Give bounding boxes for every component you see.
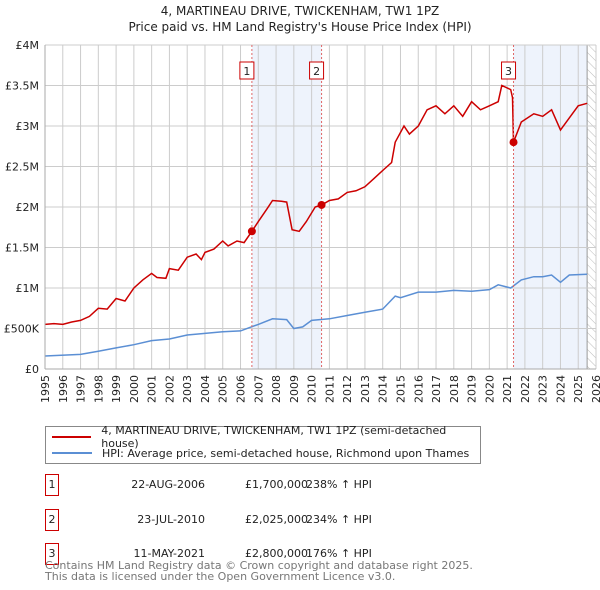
x-tick-label: 2004 [199, 375, 212, 403]
chart-legend: 4, MARTINEAU DRIVE, TWICKENHAM, TW1 1PZ … [45, 424, 481, 464]
sale-label-box [309, 61, 325, 80]
sale-row: 3 11-MAY-2021 £2,800,000 176% ↑ HPI [45, 543, 545, 565]
price-chart: 4, MARTINEAU DRIVE, TWICKENHAM, TW1 1PZ … [4, 4, 600, 403]
y-tick-label: £0 [25, 363, 39, 376]
y-tick-label: £1.5M [5, 242, 39, 255]
legend-item-hpi: HPI: Average price, semi-detached house,… [52, 445, 469, 461]
sale-point [509, 138, 518, 147]
x-tick-label: 2007 [252, 375, 265, 403]
y-tick-label: £1M [16, 282, 40, 295]
x-tick-label: 2016 [412, 375, 425, 403]
x-tick-label: 2025 [572, 375, 585, 403]
legend-label: 4, MARTINEAU DRIVE, TWICKENHAM, TW1 1PZ … [101, 424, 447, 450]
x-tick-label: 1998 [92, 375, 105, 403]
x-tick-label: 2006 [235, 375, 248, 403]
footer-line-1: Contains HM Land Registry data © Crown c… [45, 559, 473, 572]
sale-number: 2 [45, 509, 59, 531]
sale-hpi: 176% ↑ HPI [306, 547, 372, 560]
y-tick-label: £4M [16, 39, 40, 52]
x-tick-label: 2009 [288, 375, 301, 403]
x-tick-label: 1999 [110, 375, 123, 403]
y-tick-label: £2.5M [5, 161, 39, 174]
x-tick-label: 1995 [39, 375, 52, 403]
legend-item-property: 4, MARTINEAU DRIVE, TWICKENHAM, TW1 1PZ … [52, 424, 480, 450]
sale-label: 2 [313, 65, 320, 78]
x-tick-label: 2005 [217, 375, 230, 403]
y-tick-label: £3.5M [5, 80, 39, 93]
sale-number: 3 [45, 543, 59, 565]
sale-hpi: 234% ↑ HPI [306, 513, 372, 526]
legend-line-red [52, 436, 92, 438]
x-tick-label: 2001 [146, 375, 159, 403]
sale-label-box [239, 61, 255, 80]
sale-date: 23-JUL-2010 [137, 513, 205, 526]
sale-date: 22-AUG-2006 [131, 478, 205, 491]
x-tick-label: 2012 [341, 375, 354, 403]
chart-subtitle: Price paid vs. HM Land Registry's House … [128, 20, 471, 34]
x-tick-label: 2002 [163, 375, 176, 403]
hpi-line [44, 273, 588, 357]
x-tick-label: 2024 [554, 375, 567, 403]
sale-point [247, 227, 256, 236]
x-tick-label: 2017 [430, 375, 443, 403]
x-tick-label: 2018 [448, 375, 461, 403]
sale-price: £1,700,000 [245, 478, 308, 491]
footer-line-2: This data is licensed under the Open Gov… [45, 570, 396, 583]
x-tick-label: 2014 [377, 375, 390, 403]
x-tick-label: 2003 [181, 375, 194, 403]
x-tick-label: 2022 [519, 375, 532, 403]
property-price-line [44, 84, 588, 326]
sale-label-box [501, 61, 517, 80]
chart-title: 4, MARTINEAU DRIVE, TWICKENHAM, TW1 1PZ [161, 4, 440, 18]
x-tick-label: 2008 [270, 375, 283, 403]
x-tick-label: 2019 [466, 375, 479, 403]
sale-point [317, 200, 326, 209]
x-tick-label: 2010 [306, 375, 319, 403]
footer-text: Contains HM Land Registry data © Crown c… [45, 560, 473, 582]
x-tick-label: 2023 [537, 375, 550, 403]
y-tick-label: £2M [16, 201, 40, 214]
sale-row: 1 22-AUG-2006 £1,700,000 238% ↑ HPI [45, 474, 545, 496]
sale-price: £2,800,000 [245, 547, 308, 560]
x-tick-label: 2000 [128, 375, 141, 403]
x-tick-label: 2011 [323, 375, 336, 403]
x-tick-label: 2015 [394, 375, 407, 403]
y-tick-label: £3M [16, 120, 40, 133]
x-tick-label: 2021 [501, 375, 514, 403]
sale-label: 1 [243, 65, 250, 78]
x-tick-label: 2020 [483, 375, 496, 403]
legend-label: HPI: Average price, semi-detached house,… [102, 446, 470, 460]
x-tick-label: 2026 [590, 375, 600, 403]
sale-row: 2 23-JUL-2010 £2,025,000 234% ↑ HPI [45, 509, 545, 531]
x-tick-label: 1997 [75, 375, 88, 403]
sale-number: 1 [45, 474, 59, 496]
y-tick-label: £500K [4, 323, 40, 336]
sale-hpi: 238% ↑ HPI [306, 478, 372, 491]
sale-label: 3 [505, 65, 512, 78]
x-tick-label: 1996 [57, 375, 70, 403]
legend-line-blue [52, 452, 92, 454]
sale-price: £2,025,000 [245, 513, 308, 526]
sale-date: 11-MAY-2021 [133, 547, 205, 560]
x-tick-label: 2013 [359, 375, 372, 403]
